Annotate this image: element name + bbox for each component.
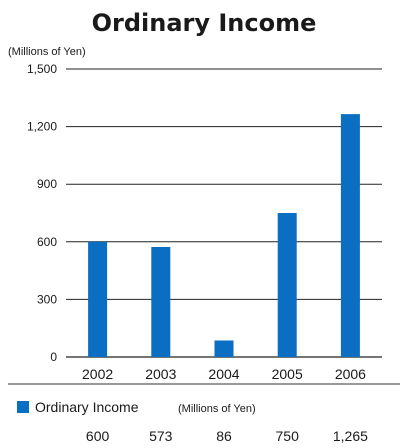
chart-title: Ordinary Income: [92, 9, 317, 37]
gridlines: [66, 68, 382, 358]
bar-2003: [151, 246, 171, 357]
y-axis-unit-label: (Millions of Yen): [8, 46, 86, 58]
value-label: 1,265: [333, 428, 368, 444]
bar-2006: [340, 114, 360, 358]
legend-swatch: [17, 401, 29, 413]
legend-unit: (Millions of Yen): [178, 403, 256, 415]
x-tick-label: 2004: [208, 366, 239, 382]
x-tick-labels: 2002 2003 2004 2005 2006: [82, 366, 366, 382]
x-tick-label: 2005: [272, 366, 303, 382]
legend-label: Ordinary Income: [35, 399, 139, 415]
y-tick-label: 900: [37, 177, 57, 191]
y-tick-label: 1,500: [27, 62, 57, 76]
x-tick-label: 2006: [335, 366, 366, 382]
bar-2002: [88, 241, 108, 357]
bar-2005: [277, 213, 297, 357]
y-tick-label: 0: [50, 350, 57, 364]
value-label: 750: [276, 428, 300, 444]
bars: [88, 114, 360, 358]
y-tick-label: 300: [37, 292, 57, 306]
y-tick-label: 600: [37, 235, 57, 249]
value-label: 573: [149, 428, 173, 444]
value-row: 600 573 86 750 1,265: [86, 428, 368, 444]
y-tick-label: 1,200: [27, 120, 57, 134]
x-tick-label: 2003: [145, 366, 176, 382]
x-tick-label: 2002: [82, 366, 113, 382]
value-label: 600: [86, 428, 110, 444]
value-label: 86: [216, 428, 232, 444]
y-tick-labels: 0 300 600 900 1,200 1,500: [27, 62, 57, 364]
bar-2004: [214, 340, 234, 357]
